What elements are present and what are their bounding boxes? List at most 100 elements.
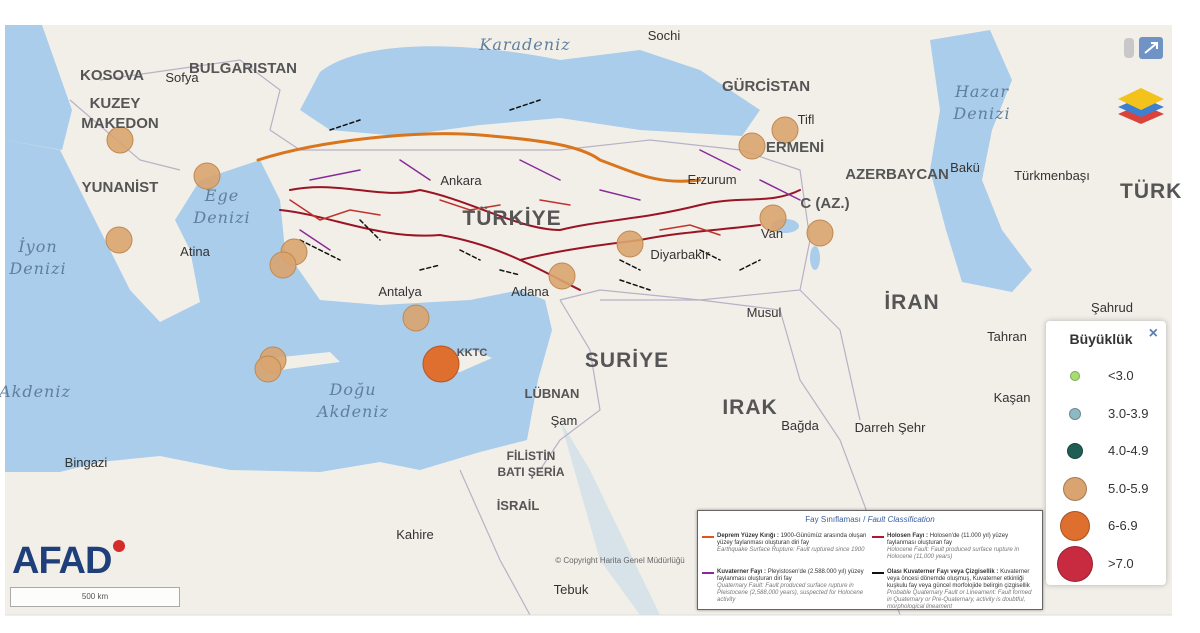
city-label: Kaşan bbox=[994, 390, 1031, 405]
fault-text: Deprem Yüzey Kırığı : 1900-Günümüz arası… bbox=[717, 533, 867, 554]
country-label: KUZEY bbox=[90, 95, 141, 112]
sea-caspian bbox=[930, 30, 1032, 292]
legend-item: >7.0 bbox=[1046, 545, 1166, 582]
expand-icon bbox=[1144, 42, 1158, 54]
legend-swatch bbox=[1060, 511, 1090, 541]
country-label: BULGARISTAN bbox=[189, 60, 297, 77]
eq-circle[interactable] bbox=[106, 126, 134, 154]
labels: Karadeniz Sochi KOSOVA Sofya BULGARISTAN… bbox=[0, 28, 1181, 597]
legend-label: 5.0-5.9 bbox=[1108, 480, 1149, 496]
country-label: AZERBAYCAN bbox=[845, 166, 949, 183]
legend-item: 6-6.9 bbox=[1046, 507, 1166, 543]
scale-text: 500 km bbox=[81, 592, 109, 601]
eq-circle[interactable] bbox=[105, 226, 133, 254]
fault-name: Kuvaterner Fayı : bbox=[717, 569, 767, 575]
city-label: Adana bbox=[511, 284, 549, 299]
fault-desc: 1900-Günümüz arasında oluşan yüzey fayla… bbox=[717, 533, 867, 546]
sea-label: Akdeniz bbox=[315, 402, 389, 421]
fault-desc: Pleyistosen'de (2.588.000 yıl) yüzey fay… bbox=[717, 569, 864, 582]
eq-circle[interactable] bbox=[402, 304, 430, 332]
fault-title-tr: Fay Sınıflaması / bbox=[805, 515, 866, 524]
sea-label: Karadeniz bbox=[478, 35, 570, 54]
country-label: YUNANİST bbox=[82, 179, 159, 196]
city-label: Sochi bbox=[648, 28, 681, 43]
layers-button[interactable] bbox=[1118, 88, 1164, 124]
fault-item: Olası Kuvaterner Fayı veya Çizgisellik :… bbox=[872, 569, 1037, 611]
country-label: LÜBNAN bbox=[525, 386, 580, 401]
country-label: İSRAİL bbox=[497, 498, 540, 513]
sea-label: Akdeniz bbox=[0, 382, 71, 401]
fault-text: Holosen Fayı : Holosen'de (11.000 yıl) y… bbox=[887, 533, 1037, 561]
legend: Büyüklük × <3.0 3.0-3.9 4.0-4.9 5.0-5.9 6-6.… bbox=[1046, 321, 1166, 585]
eq-circle[interactable] bbox=[759, 204, 787, 232]
eq-circle[interactable] bbox=[738, 132, 766, 160]
eq-circle[interactable] bbox=[193, 162, 221, 190]
fault-item: Deprem Yüzey Kırığı : 1900-Günümüz arası… bbox=[702, 533, 867, 554]
city-label: Şahrud bbox=[1091, 300, 1133, 315]
city-label: Bağda bbox=[781, 418, 819, 433]
brand-logo: AFAD bbox=[12, 540, 112, 583]
fault-title-en: Fault Classification bbox=[867, 515, 935, 524]
city-label: Diyarbakır bbox=[650, 247, 710, 262]
sea-mediterranean bbox=[5, 140, 552, 472]
city-label: Darreh Şehr bbox=[855, 420, 926, 435]
toggle[interactable] bbox=[1124, 38, 1134, 58]
fault-swatch bbox=[702, 536, 714, 538]
fault-title: Fay Sınıflaması / Fault Classification bbox=[698, 515, 1042, 524]
legend-swatch bbox=[1070, 371, 1080, 381]
country-label: SURİYE bbox=[585, 349, 669, 372]
fault-swatch bbox=[872, 536, 884, 538]
country-label: IRAK bbox=[722, 396, 777, 419]
crete bbox=[272, 352, 340, 370]
eq-circle-large[interactable] bbox=[422, 345, 460, 383]
country-label: MAKEDON bbox=[81, 115, 159, 132]
fault-item: Holosen Fayı : Holosen'de (11.000 yıl) y… bbox=[872, 533, 1037, 561]
sea-red bbox=[560, 420, 660, 615]
legend-close[interactable]: × bbox=[1148, 325, 1158, 342]
country-label: C (AZ.) bbox=[800, 195, 849, 212]
country-label: GÜRCİSTAN bbox=[722, 78, 810, 95]
sea-label: Denizi bbox=[8, 259, 66, 278]
fault-name: Deprem Yüzey Kırığı : bbox=[717, 533, 779, 539]
copyright: © Copyright Harita Genel Müdürlüğü bbox=[555, 556, 685, 565]
legend-item: 5.0-5.9 bbox=[1046, 470, 1166, 506]
lake-urmia bbox=[810, 246, 820, 270]
eq-circle[interactable] bbox=[771, 116, 799, 144]
eq-circle[interactable] bbox=[806, 219, 834, 247]
country-label: BATI ŞERİA bbox=[497, 464, 564, 479]
eq-circle[interactable] bbox=[254, 355, 282, 383]
country-label: KOSOVA bbox=[80, 67, 144, 84]
city-label: Kahire bbox=[396, 527, 434, 542]
eq-circle[interactable] bbox=[269, 251, 297, 279]
city-label: Bingazi bbox=[65, 455, 108, 470]
country-label: ERMENİ bbox=[766, 139, 824, 156]
city-label: Atina bbox=[180, 244, 210, 259]
fault-swatch bbox=[702, 572, 714, 574]
eq-circle[interactable] bbox=[616, 230, 644, 258]
legend-item: 4.0-4.9 bbox=[1046, 432, 1166, 468]
fault-text: Kuvaterner Fayı : Pleyistosen'de (2.588.… bbox=[717, 569, 867, 604]
city-label: Tahran bbox=[987, 329, 1027, 344]
country-label: İRAN bbox=[884, 291, 939, 314]
city-label: Ankara bbox=[440, 173, 482, 188]
fault-classification: Fay Sınıflaması / Fault Classification D… bbox=[697, 510, 1043, 610]
legend-item: 3.0-3.9 bbox=[1046, 395, 1166, 431]
legend-label: 3.0-3.9 bbox=[1108, 405, 1149, 421]
fault-desc-en: Probable Quaternary Fault or Lineament: … bbox=[887, 590, 1032, 610]
city-label: Antalya bbox=[378, 284, 422, 299]
brand-text: AFAD bbox=[12, 540, 112, 582]
map-controls bbox=[1118, 37, 1164, 124]
legend-swatch bbox=[1057, 545, 1093, 582]
legend-swatch bbox=[1063, 476, 1087, 501]
eq-circle[interactable] bbox=[548, 262, 576, 290]
sea-label: Denizi bbox=[952, 104, 1010, 123]
city-label: Erzurum bbox=[687, 172, 736, 187]
fault-name: Holosen Fayı : bbox=[887, 533, 929, 539]
sea-label: Hazar bbox=[954, 82, 1009, 101]
sea-label: İyon bbox=[17, 236, 57, 256]
legend-label: 6-6.9 bbox=[1108, 518, 1138, 533]
sea-label: Denizi bbox=[192, 208, 250, 227]
city-label: Şam bbox=[551, 413, 578, 428]
